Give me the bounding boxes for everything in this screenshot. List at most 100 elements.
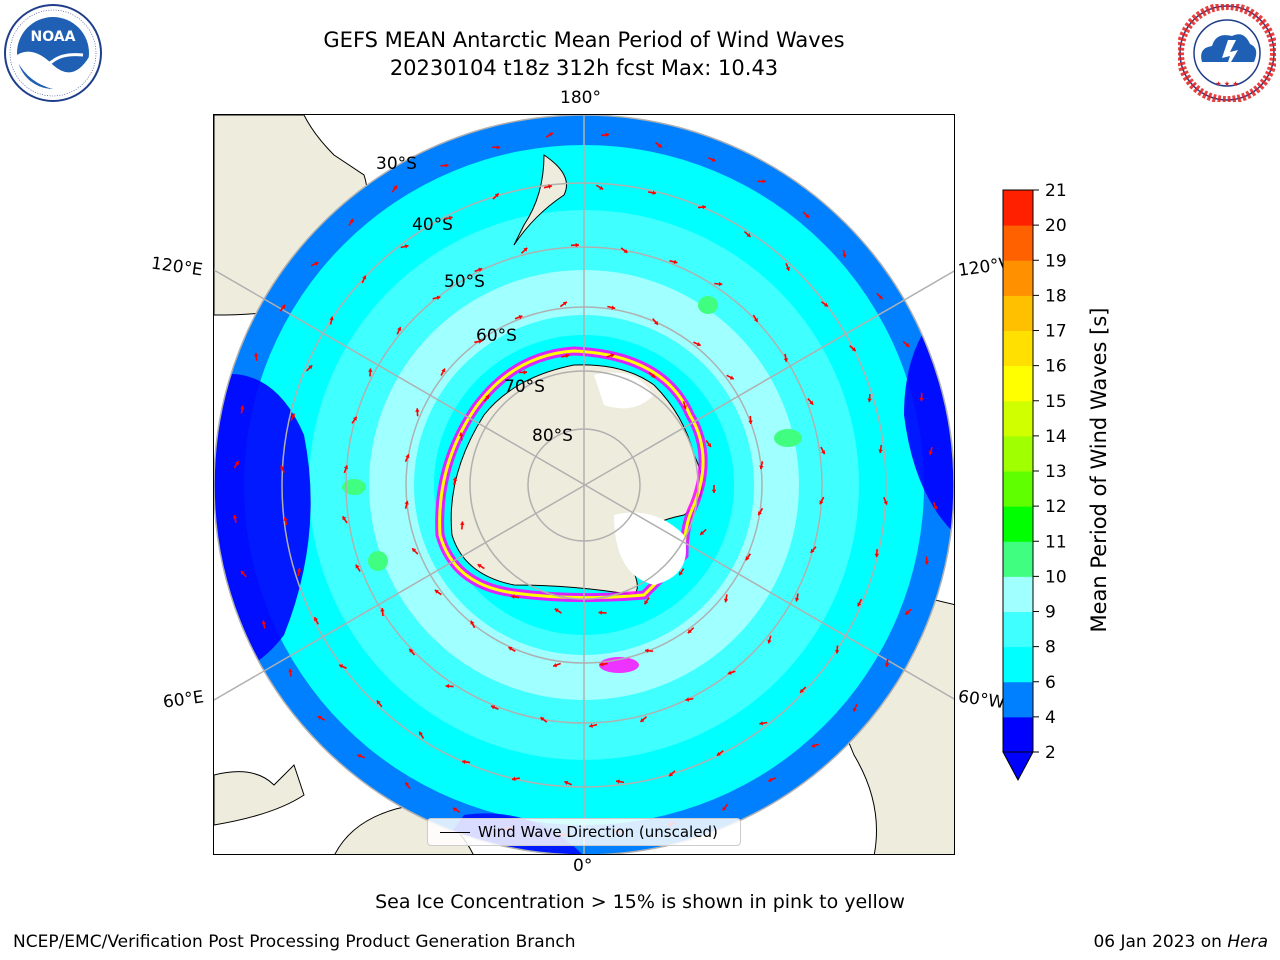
wave-arrow-head xyxy=(823,302,828,307)
wave-arrow-head xyxy=(329,316,334,321)
wave-arrow-head xyxy=(441,368,446,373)
wave-arrow-head xyxy=(405,782,410,787)
map-panel: 30°S 40°S 50°S 60°S 70°S 80°S xyxy=(213,114,955,855)
wave-arrow-head xyxy=(651,373,656,378)
colorbar-segment xyxy=(1003,681,1033,718)
wave-arrow-head xyxy=(419,731,423,736)
colorbar-segment xyxy=(1003,541,1033,577)
wave-arrow-head xyxy=(404,244,409,249)
colorbar-tick-label: 19 xyxy=(1045,251,1067,271)
wave-arrow-head xyxy=(470,620,475,625)
wave-arrow-head xyxy=(397,327,402,331)
wave-arrow-head xyxy=(349,219,354,224)
wave-arrow-head xyxy=(553,663,558,668)
wind-wave-arrows xyxy=(232,132,938,838)
wave-arrow-head xyxy=(810,548,815,553)
colorbar-segment xyxy=(1003,295,1033,331)
wave-arrow-head xyxy=(478,267,483,272)
wave-arrow-head xyxy=(562,301,567,306)
map-legend: Wind Wave Direction (unscaled) xyxy=(427,818,741,846)
wave-arrow-head xyxy=(842,253,847,258)
wave-arrow-head xyxy=(867,398,872,402)
colorbar-tick-label: 18 xyxy=(1045,286,1067,306)
lat-label-80s: 80°S xyxy=(532,426,573,446)
wave-arrow-head xyxy=(878,295,883,300)
colorbar-tick-label: 14 xyxy=(1045,427,1067,447)
wave-arrow-head xyxy=(393,185,397,190)
wave-arrow-head xyxy=(404,500,409,505)
wave-arrow-head xyxy=(800,688,804,693)
wave-arrow-head xyxy=(702,204,707,210)
nws-logo: ★ ★ ★ xyxy=(1178,4,1276,102)
wave-arrow-head xyxy=(445,683,450,689)
footer-machine: Hera xyxy=(1227,932,1268,952)
wave-arrow-head xyxy=(685,697,690,702)
wave-arrow-head xyxy=(314,261,319,266)
footer-right: 06 Jan 2023 on Hera xyxy=(1093,932,1268,952)
colorbar: 2 4 6 8 9 10 11 12 13 14 15 16 17 18 19 20 21 xyxy=(1002,181,1067,782)
wave-arrow-head xyxy=(405,454,410,459)
wave-arrow-head xyxy=(682,405,687,410)
wave-arrow-head xyxy=(884,663,890,667)
wave-arrow-head xyxy=(477,564,482,568)
wave-arrow-head xyxy=(758,511,762,516)
wave-arrow-head xyxy=(700,530,705,535)
wave-arrow-head xyxy=(575,242,579,248)
wave-arrow-head xyxy=(645,648,649,653)
wave-arrow-head xyxy=(610,353,615,358)
colorbar-tick-label: 13 xyxy=(1045,462,1067,482)
wave-arrow-head xyxy=(716,751,721,756)
wave-arrow-head xyxy=(494,193,499,198)
wave-arrow-head xyxy=(540,717,545,722)
wave-arrow-head xyxy=(234,461,239,466)
wave-arrow-head xyxy=(851,347,856,351)
svg-text:★ ★ ★: ★ ★ ★ xyxy=(1215,80,1238,88)
wave-arrow-head xyxy=(821,450,826,455)
wave-arrow-head xyxy=(357,754,362,759)
wave-arrow-head xyxy=(598,610,603,615)
wave-arrow-head xyxy=(605,132,609,138)
wave-arrow-head xyxy=(711,157,716,162)
graticule xyxy=(214,115,954,854)
wave-arrow-head xyxy=(409,648,414,653)
lon-label-180: 180° xyxy=(560,88,601,108)
colorbar-segment xyxy=(1003,506,1033,542)
wave-arrow-head xyxy=(281,304,286,309)
wave-arrow-head xyxy=(928,451,934,455)
wave-arrow-head xyxy=(785,266,790,271)
wave-arrow-head xyxy=(565,353,570,359)
wave-arrow-head xyxy=(669,772,674,777)
wave-arrow-head xyxy=(496,145,501,150)
wave-arrow-head xyxy=(376,700,381,705)
wave-arrow-head xyxy=(564,780,569,785)
wave-arrow-head xyxy=(511,594,515,599)
noaa-logo: NOAA xyxy=(4,4,102,102)
lat-label-60s: 60°S xyxy=(476,326,517,346)
wave-arrow-head xyxy=(657,143,662,148)
colorbar-tick-label: 15 xyxy=(1045,392,1067,412)
wave-arrow-head xyxy=(448,215,453,221)
colorbar-tick-label: 4 xyxy=(1045,708,1056,728)
colorbar-tick-label: 11 xyxy=(1045,532,1067,552)
wave-arrow-head xyxy=(679,571,683,576)
lat-label-40s: 40°S xyxy=(412,215,453,235)
legend-label: Wind Wave Direction (unscaled) xyxy=(478,823,718,841)
wave-arrow-head xyxy=(485,394,490,399)
wave-arrow-head xyxy=(368,368,373,372)
lat-labels: 30°S 40°S 50°S 60°S 70°S 80°S xyxy=(376,154,573,446)
wave-arrow-head xyxy=(905,342,910,347)
colorbar-tick-label: 2 xyxy=(1045,743,1056,763)
wave-arrow-head xyxy=(343,465,349,470)
wave-arrow-head xyxy=(518,315,523,320)
lat-label-30s: 30°S xyxy=(376,154,417,174)
wave-arrow-head xyxy=(288,668,293,673)
wave-arrow-head xyxy=(599,185,604,190)
colorbar-segment xyxy=(1003,716,1033,753)
lon-label-0: 0° xyxy=(573,856,593,876)
wave-arrow-head xyxy=(253,352,259,357)
wave-arrow-head xyxy=(711,489,717,493)
colorbar-segment xyxy=(1003,471,1033,507)
wave-arrow-head xyxy=(745,556,750,561)
wave-arrow-head xyxy=(819,500,824,505)
wave-arrow-head xyxy=(355,564,360,569)
